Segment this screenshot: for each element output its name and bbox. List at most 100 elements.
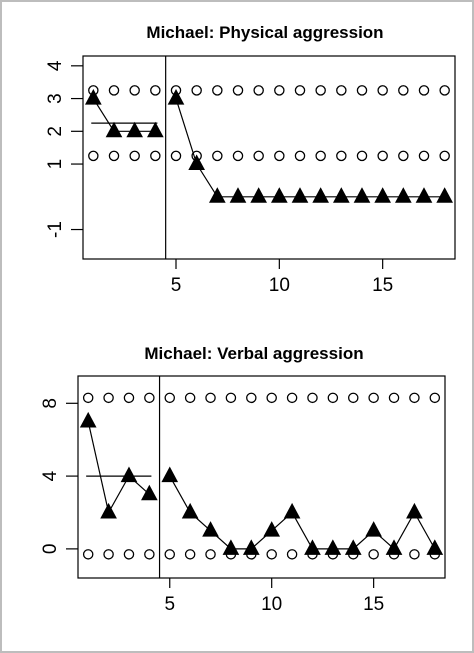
lower-limit-point (336, 150, 347, 162)
upper-limit-point (274, 85, 285, 96)
lower-limit-point (274, 150, 285, 162)
data-point (385, 539, 403, 555)
series-line (92, 98, 156, 132)
data-point (291, 187, 309, 203)
data-point (312, 187, 330, 203)
lower-limit-point (150, 150, 161, 162)
series-line (87, 421, 150, 515)
upper-limit-point (347, 392, 359, 404)
x-tick-label: 10 (269, 275, 290, 296)
data-point (167, 89, 185, 105)
data-point (105, 121, 123, 138)
data-point (120, 466, 138, 483)
data-point (208, 187, 226, 203)
upper-limit-point (429, 392, 441, 404)
lower-limit-point (82, 549, 94, 560)
upper-limit-point (232, 85, 244, 96)
y-tick-label: 8 (40, 398, 61, 409)
data-point (283, 502, 301, 519)
upper-limit-point (212, 85, 223, 96)
data-point (394, 187, 412, 203)
data-point (332, 187, 350, 203)
data-point (270, 187, 288, 203)
upper-limit-point (409, 392, 420, 404)
data-point (188, 154, 206, 171)
physical-aggression-chart: Michael: Physical aggression -1 1 2 3 4 5 10 15 (45, 23, 456, 296)
lower-limit-point (294, 150, 306, 162)
upper-limit-point (418, 85, 430, 96)
lower-limit-point (144, 549, 155, 560)
chart-title: Michael: Verbal aggression (144, 344, 363, 363)
y-tick-label: 4 (45, 60, 66, 71)
chart-title: Michael: Physical aggression (146, 23, 383, 42)
upper-limit-point (356, 85, 368, 96)
upper-limit-point (103, 392, 114, 404)
data-point (126, 121, 144, 138)
upper-limit-point (205, 392, 216, 404)
lower-limit-point (123, 549, 135, 560)
data-point (304, 539, 321, 555)
data-point (100, 502, 117, 519)
y-tick-label: 1 (45, 159, 66, 170)
upper-limit-point (307, 392, 318, 404)
upper-limit-point (108, 85, 120, 96)
data-point (344, 539, 362, 555)
lower-limit-point (398, 150, 409, 162)
data-point (250, 187, 268, 203)
upper-limit-point (225, 392, 237, 404)
lower-limit-point (103, 549, 114, 560)
x-tick-label: 5 (164, 594, 175, 615)
upper-limit-point (164, 392, 175, 404)
data-point (365, 521, 382, 537)
upper-limit-point (144, 392, 155, 404)
lower-limit-point (368, 549, 379, 560)
lower-limit-point (377, 150, 388, 162)
x-tick-label: 5 (171, 275, 182, 296)
data-point (242, 539, 260, 555)
y-tick-label: -1 (45, 221, 66, 238)
upper-limit-point (388, 392, 400, 404)
lower-limit-point (164, 549, 175, 560)
upper-limit-point (150, 85, 161, 96)
upper-limit-point (253, 85, 264, 96)
lower-limit-point (170, 150, 182, 162)
upper-limit-point (246, 392, 257, 404)
upper-limit-point (377, 85, 388, 96)
plot-box (77, 375, 446, 579)
lower-limit-point (409, 549, 420, 560)
upper-limit-point (184, 392, 196, 404)
y-tick-label: 4 (40, 470, 61, 481)
data-point (415, 187, 433, 203)
lower-limit-point (129, 150, 140, 162)
data-point (353, 187, 371, 203)
y-tick-label: 0 (40, 544, 61, 555)
upper-limit-point (129, 85, 140, 96)
upper-limit-point (191, 85, 202, 96)
upper-limit-point (82, 392, 94, 404)
lower-limit-point (286, 549, 298, 560)
lower-limit-point (232, 150, 244, 162)
lower-limit-point (212, 150, 223, 162)
lower-limit-point (315, 150, 326, 162)
lower-limit-point (418, 150, 430, 162)
x-tick-label: 10 (261, 594, 282, 615)
lower-limit-point (356, 150, 368, 162)
data-point (146, 121, 164, 138)
lower-limit-point (253, 150, 264, 162)
upper-limit-point (294, 85, 306, 96)
plot-box (82, 55, 456, 260)
data-point (202, 521, 219, 537)
data-point (324, 539, 342, 555)
lower-limit-point (108, 150, 120, 162)
upper-limit-point (439, 85, 450, 96)
y-tick-label: 2 (45, 126, 66, 137)
data-point (406, 502, 423, 519)
lower-limit-point (439, 150, 450, 162)
data-point (84, 89, 102, 105)
data-point (181, 502, 199, 519)
lower-limit-point (205, 549, 216, 560)
verbal-aggression-chart: Michael: Verbal aggression 0 4 8 5 10 15 (40, 344, 446, 615)
upper-limit-point (336, 85, 347, 96)
upper-limit-point (398, 85, 409, 96)
